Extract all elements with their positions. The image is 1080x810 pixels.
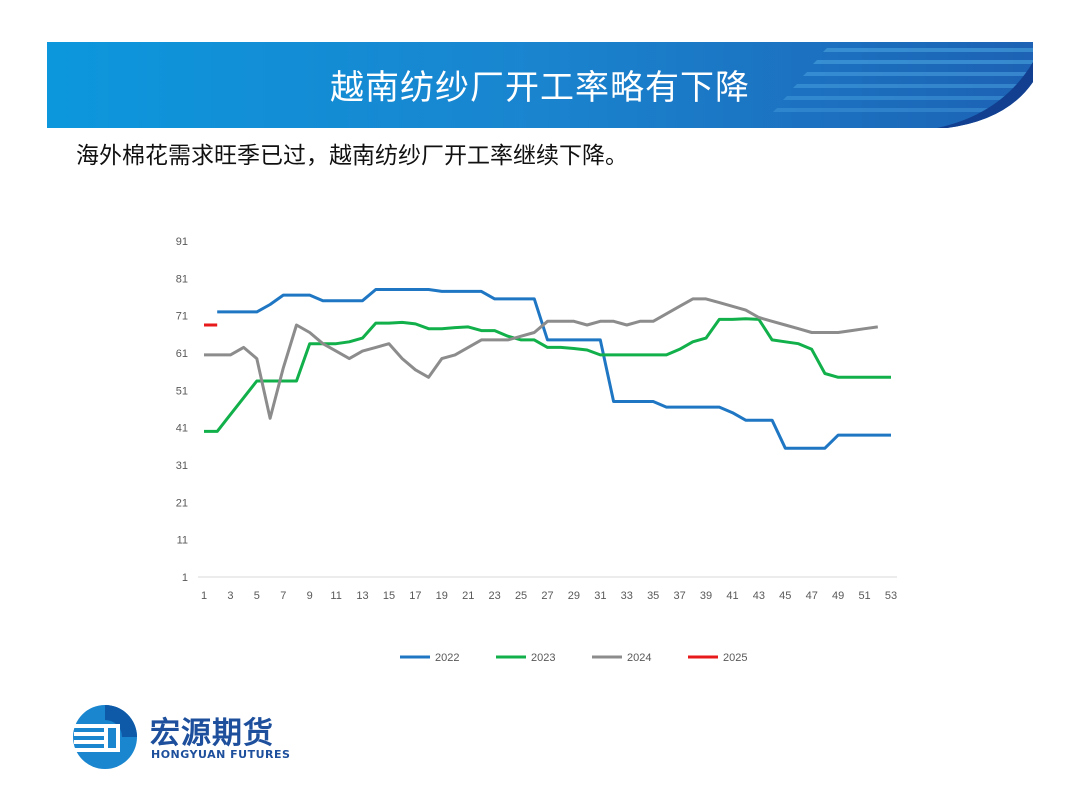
x-tick-label: 35: [647, 590, 659, 602]
logo-chinese-name: 宏源期货: [150, 716, 274, 751]
x-tick-label: 51: [858, 590, 870, 602]
series-line-2024: [204, 297, 879, 420]
y-tick-label: 71: [176, 311, 188, 323]
x-tick-label: 11: [330, 590, 341, 602]
y-tick-label: 51: [176, 385, 188, 397]
x-tick-label: 41: [726, 590, 738, 602]
x-tick-label: 37: [673, 590, 685, 602]
y-tick-label: 81: [176, 273, 188, 285]
x-tick-label: 27: [541, 590, 553, 602]
x-tick-label: 31: [594, 590, 606, 602]
company-logo-icon: [73, 705, 137, 769]
x-tick-label: 33: [621, 590, 633, 602]
x-tick-label: 7: [280, 590, 286, 602]
x-tick-label: 25: [515, 590, 527, 602]
y-tick-label: 1: [182, 572, 188, 584]
x-tick-label: 49: [832, 590, 844, 602]
x-tick-label: 9: [307, 590, 313, 602]
series-layer: [204, 288, 891, 450]
summary-text: 海外棉花需求旺季已过，越南纺纱厂开工率继续下降。: [76, 143, 628, 169]
legend-label: 2025: [723, 652, 747, 664]
x-tick-label: 53: [885, 590, 897, 602]
x-tick-label: 15: [383, 590, 395, 602]
x-tick-label: 39: [700, 590, 712, 602]
x-tick-label: 21: [462, 590, 474, 602]
x-tick-label: 13: [356, 590, 368, 602]
y-tick-label: 21: [176, 497, 188, 509]
x-tick-label: 5: [254, 590, 260, 602]
page-title: 越南纺纱厂开工率略有下降: [330, 68, 750, 108]
logo-english-name: HONGYUAN FUTURES: [151, 748, 291, 761]
x-tick-label: 47: [806, 590, 818, 602]
banner-background: [47, 42, 1033, 128]
legend-label: 2023: [531, 652, 555, 664]
chart-legend: 2022 2023 2024 2025: [400, 652, 747, 664]
x-tick-label: 1: [201, 590, 207, 602]
x-tick-label: 3: [227, 590, 233, 602]
series-line-2022: [217, 288, 891, 450]
y-tick-label: 11: [177, 535, 188, 547]
legend-label: 2024: [627, 652, 651, 664]
y-tick-label: 61: [176, 348, 188, 360]
title-banner: 越南纺纱厂开工率略有下降: [47, 42, 1033, 128]
series-line-2023: [204, 317, 891, 433]
x-tick-label: 23: [489, 590, 501, 602]
x-tick-label: 29: [568, 590, 580, 602]
y-tick-label: 41: [176, 423, 188, 435]
y-tick-label: 91: [176, 236, 188, 248]
x-tick-label: 19: [436, 590, 448, 602]
y-tick-label: 31: [176, 460, 188, 472]
x-tick-label: 45: [779, 590, 791, 602]
x-axis-ticks: 1 3 5 7 9 11 13 15 17 19 21 23 25 27 29 31 33 35 37 39 41 43 4…: [201, 590, 897, 602]
x-tick-label: 43: [753, 590, 765, 602]
x-tick-label: 17: [409, 590, 421, 602]
legend-label: 2022: [435, 652, 459, 664]
